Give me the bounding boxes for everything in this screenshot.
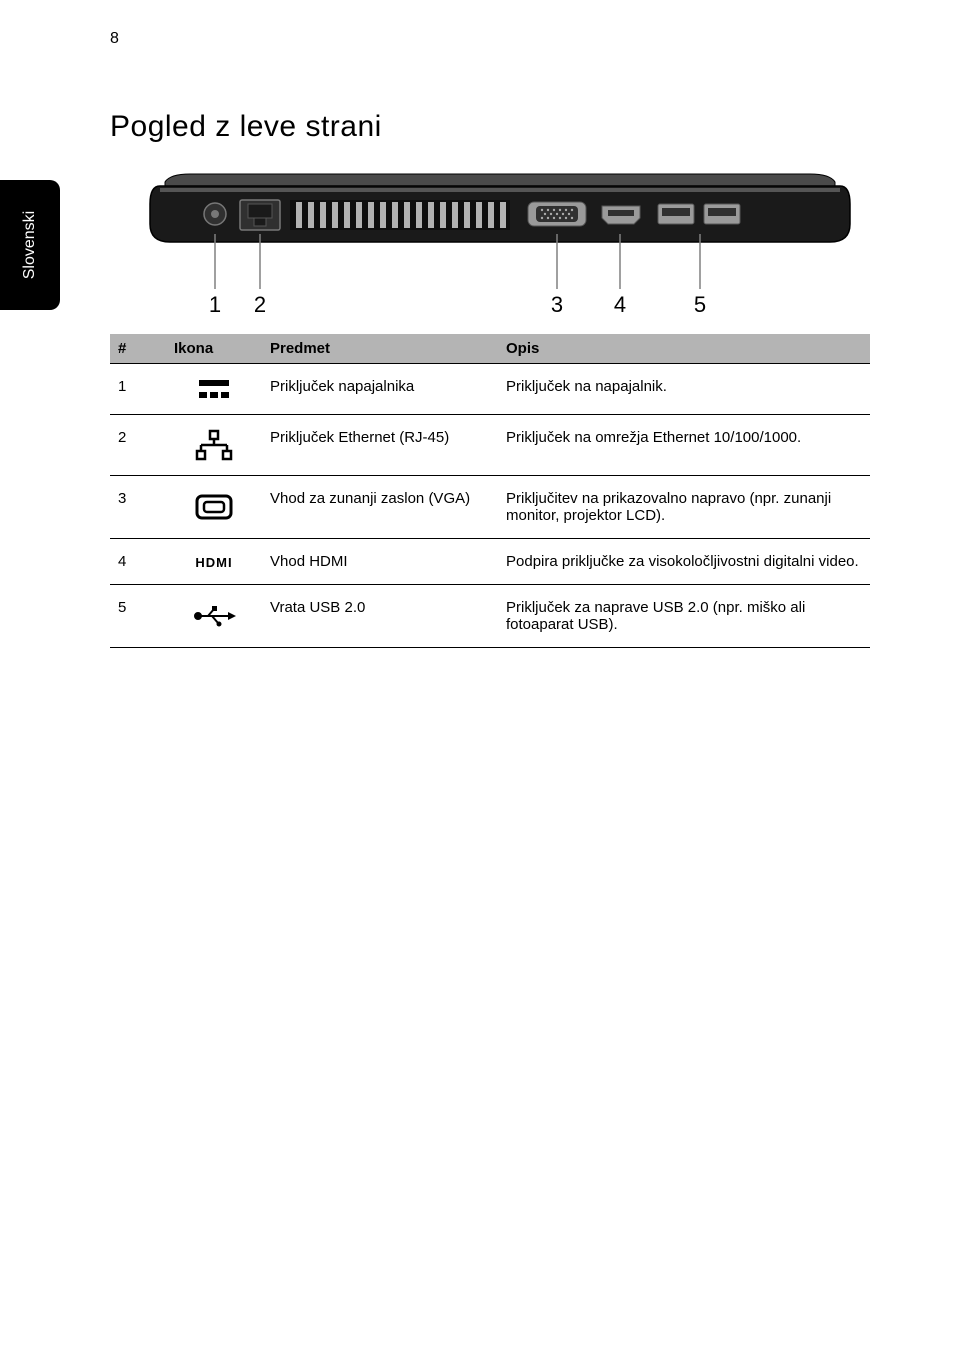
row-predmet: Vrata USB 2.0 [262, 585, 498, 648]
row-predmet: Priključek napajalnika [262, 364, 498, 415]
row-opis: Priključek na napajalnik. [498, 364, 870, 415]
callout-1: 1 [209, 292, 221, 317]
callout-2: 2 [254, 292, 266, 317]
row-num: 4 [110, 539, 166, 585]
callout-3: 3 [551, 292, 563, 317]
language-side-tab: Slovenski [0, 180, 60, 310]
row-opis: Priključek za naprave USB 2.0 (npr. mišk… [498, 585, 870, 648]
table-header-row: # Ikona Predmet Opis [110, 334, 870, 364]
usb-icon [166, 585, 262, 648]
col-opis: Opis [498, 334, 870, 364]
row-num: 2 [110, 415, 166, 476]
row-predmet: Vhod za zunanji zaslon (VGA) [262, 476, 498, 539]
table-row: 5 Vrata USB 2.0 [110, 585, 870, 648]
callout-5: 5 [694, 292, 706, 317]
laptop-side-figure: 1 2 3 4 5 [110, 164, 870, 324]
language-side-tab-text: Slovenski [21, 211, 39, 279]
col-predmet: Predmet [262, 334, 498, 364]
hdmi-icon: HDMI [166, 539, 262, 585]
dc-in-icon [166, 364, 262, 415]
row-num: 5 [110, 585, 166, 648]
table-row: 3 Vhod za zunanji zaslon (VGA) Priključi… [110, 476, 870, 539]
section-heading: Pogled z leve strani [110, 110, 874, 144]
row-opis: Priključek na omrežja Ethernet 10/100/10… [498, 415, 870, 476]
row-opis: Priključitev na prikazovalno napravo (np… [498, 476, 870, 539]
col-ikona: Ikona [166, 334, 262, 364]
laptop-side-svg: 1 2 3 4 5 [110, 164, 870, 324]
page-root: 8 Slovenski Pogled z leve strani [0, 0, 954, 1369]
col-hash: # [110, 334, 166, 364]
page-number: 8 [110, 30, 119, 48]
row-predmet: Vhod HDMI [262, 539, 498, 585]
row-predmet: Priključek Ethernet (RJ-45) [262, 415, 498, 476]
callout-4: 4 [614, 292, 626, 317]
table-row: 4 HDMI Vhod HDMI Podpira priključke za v… [110, 539, 870, 585]
table-row: 2 Priključek Ethernet [110, 415, 870, 476]
row-opis: Podpira priključke za visokoločljivostni… [498, 539, 870, 585]
table-row: 1 Priključek napajalnika Priključek na n… [110, 364, 870, 415]
ethernet-icon [166, 415, 262, 476]
ports-table: # Ikona Predmet Opis 1 Priključek napaja… [110, 334, 870, 648]
row-num: 1 [110, 364, 166, 415]
row-num: 3 [110, 476, 166, 539]
vga-icon [166, 476, 262, 539]
